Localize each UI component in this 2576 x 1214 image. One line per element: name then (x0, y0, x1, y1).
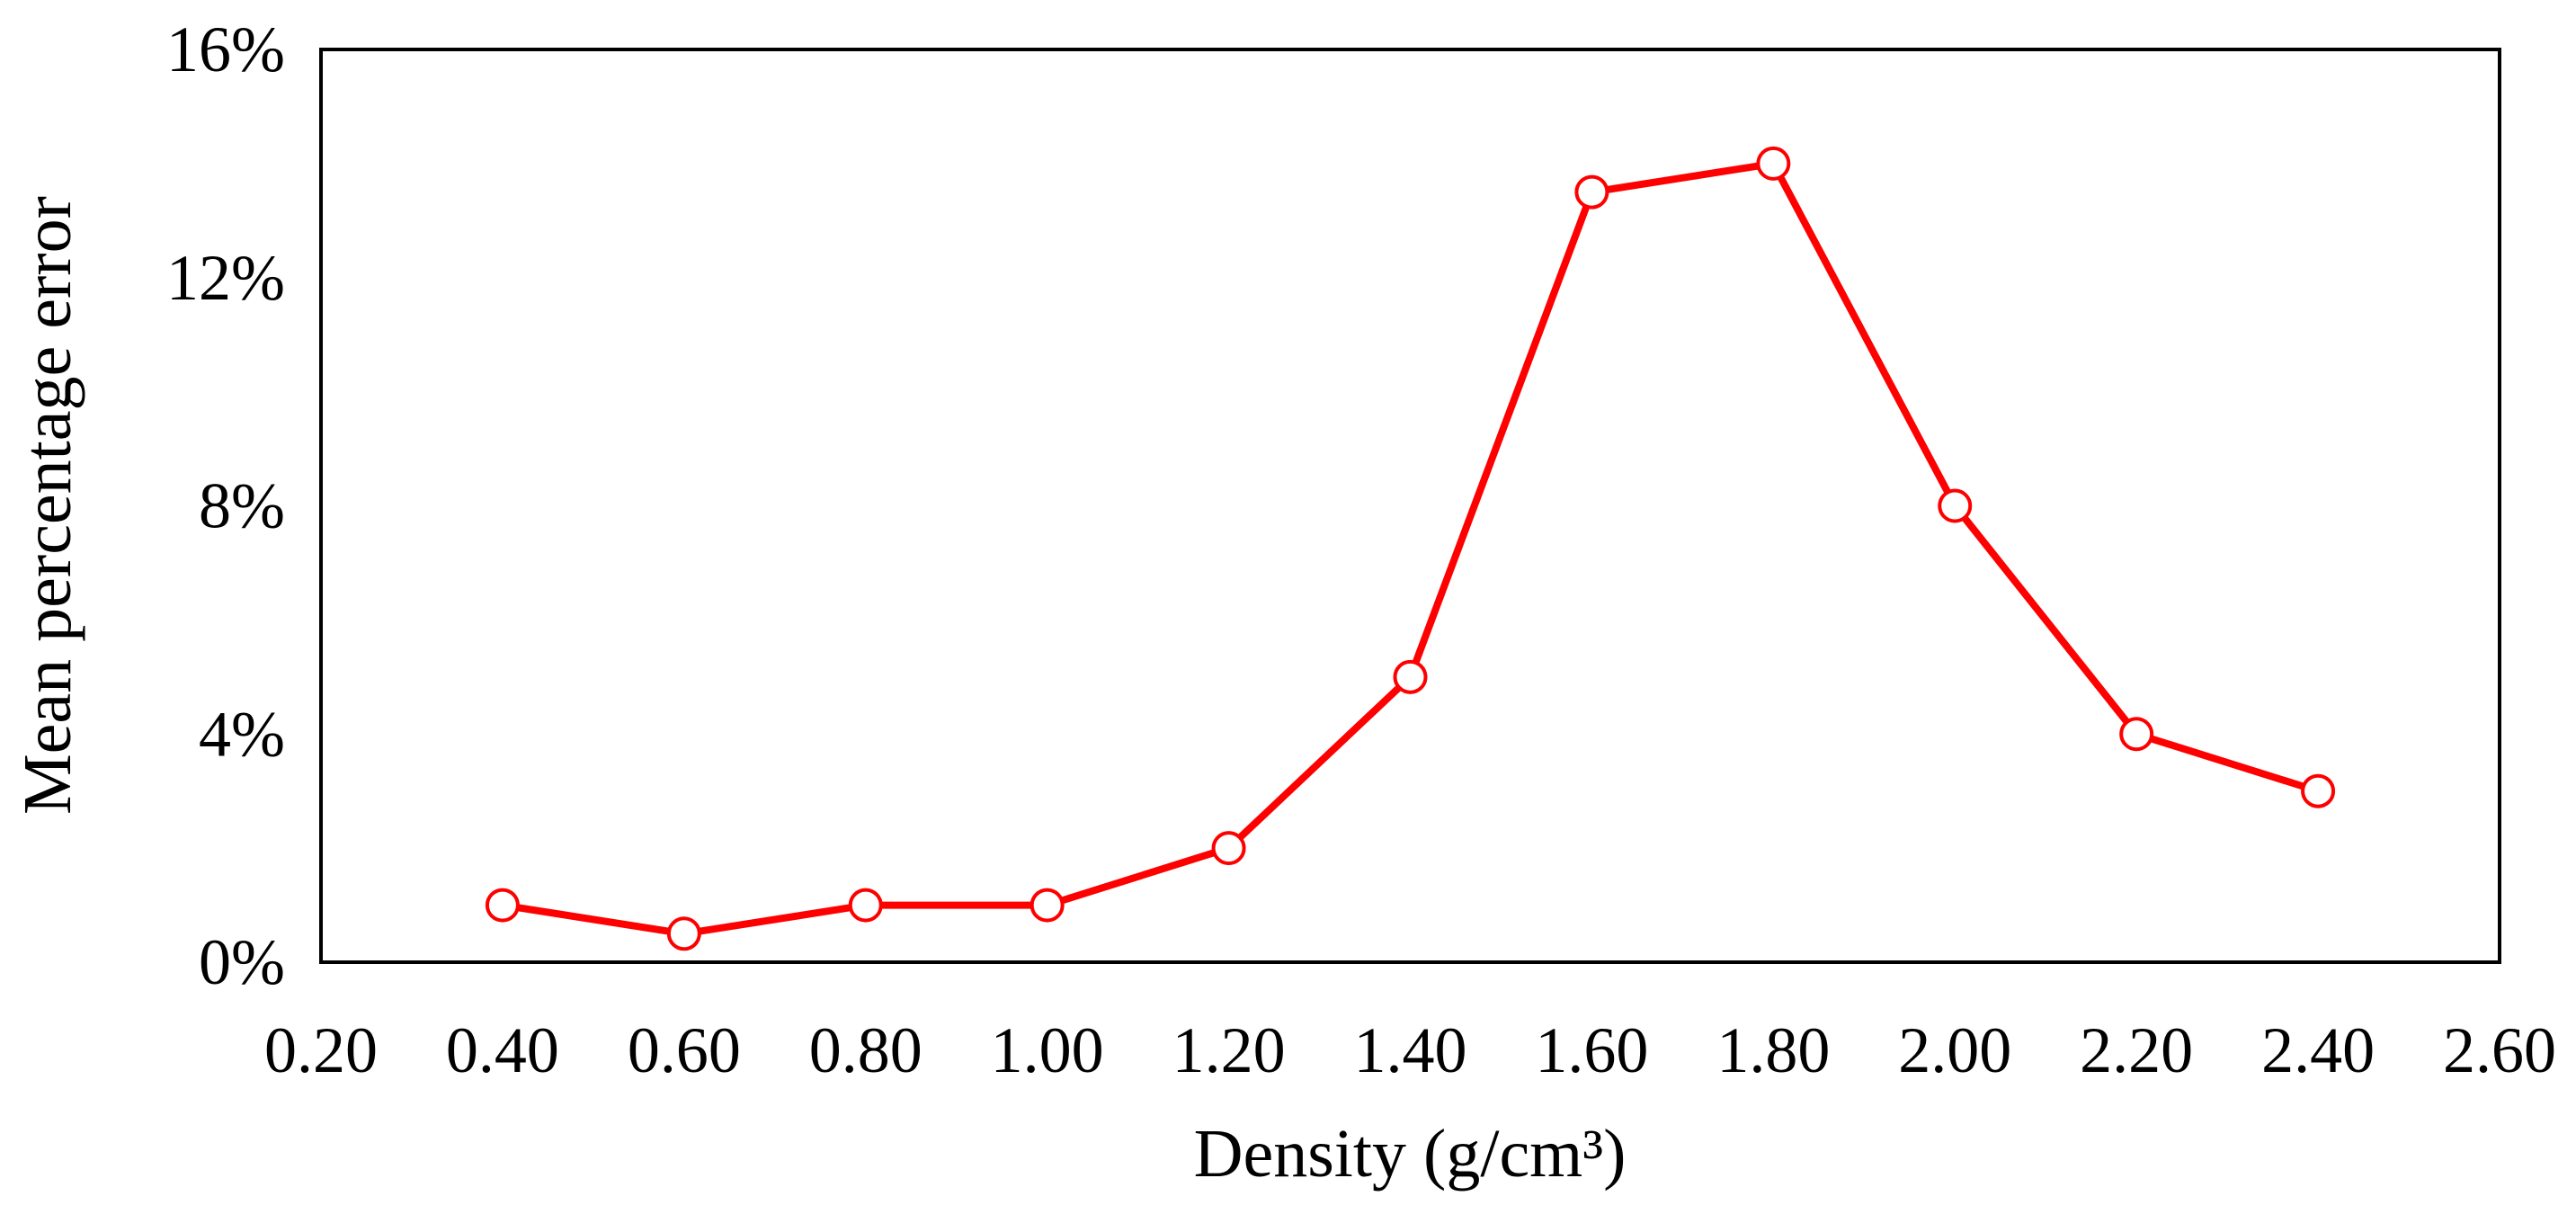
series-line (498, 159, 2322, 938)
y-axis-ticks: 0% 4% 8% 12% 16% (166, 13, 285, 998)
x-tick-label: 1.40 (1354, 1014, 1467, 1086)
x-tick-label: 2.00 (1898, 1014, 2011, 1086)
x-tick-label: 0.60 (628, 1014, 741, 1086)
y-tick-label: 4% (199, 698, 285, 770)
x-tick-label: 2.60 (2443, 1014, 2556, 1086)
data-point-marker (1756, 146, 1791, 181)
x-tick-label: 1.80 (1716, 1014, 1830, 1086)
data-point-marker (1030, 888, 1065, 923)
data-point-marker (1574, 174, 1609, 210)
x-tick-label: 1.60 (1535, 1014, 1648, 1086)
x-tick-label: 2.20 (2080, 1014, 2193, 1086)
y-tick-label: 16% (166, 13, 285, 85)
data-point-marker (2119, 717, 2154, 752)
series-layer (485, 146, 2336, 951)
x-tick-label: 0.40 (446, 1014, 559, 1086)
y-tick-label: 12% (166, 242, 285, 314)
plot-area-frame (319, 48, 2501, 964)
y-axis-title: Mean percentage error (10, 196, 85, 815)
x-tick-label: 0.20 (264, 1014, 378, 1086)
y-tick-label: 8% (199, 470, 285, 542)
x-axis-ticks: 0.20 0.40 0.60 0.80 1.00 1.20 1.40 1.60 1.80 2.00… (264, 1014, 2556, 1086)
data-point-marker (666, 916, 701, 951)
x-tick-label: 0.80 (809, 1014, 923, 1086)
data-point-marker (485, 888, 520, 923)
x-tick-label: 2.40 (2261, 1014, 2375, 1086)
data-point-marker (2301, 773, 2336, 808)
data-point-marker (1393, 659, 1428, 694)
y-tick-label: 0% (199, 926, 285, 998)
x-tick-label: 1.20 (1172, 1014, 1286, 1086)
data-point-marker (1938, 488, 1973, 523)
data-point-marker (1211, 831, 1246, 866)
x-axis-title: Density (g/cm³) (1194, 1116, 1627, 1192)
x-tick-label: 1.00 (991, 1014, 1104, 1086)
data-point-marker (848, 888, 883, 923)
